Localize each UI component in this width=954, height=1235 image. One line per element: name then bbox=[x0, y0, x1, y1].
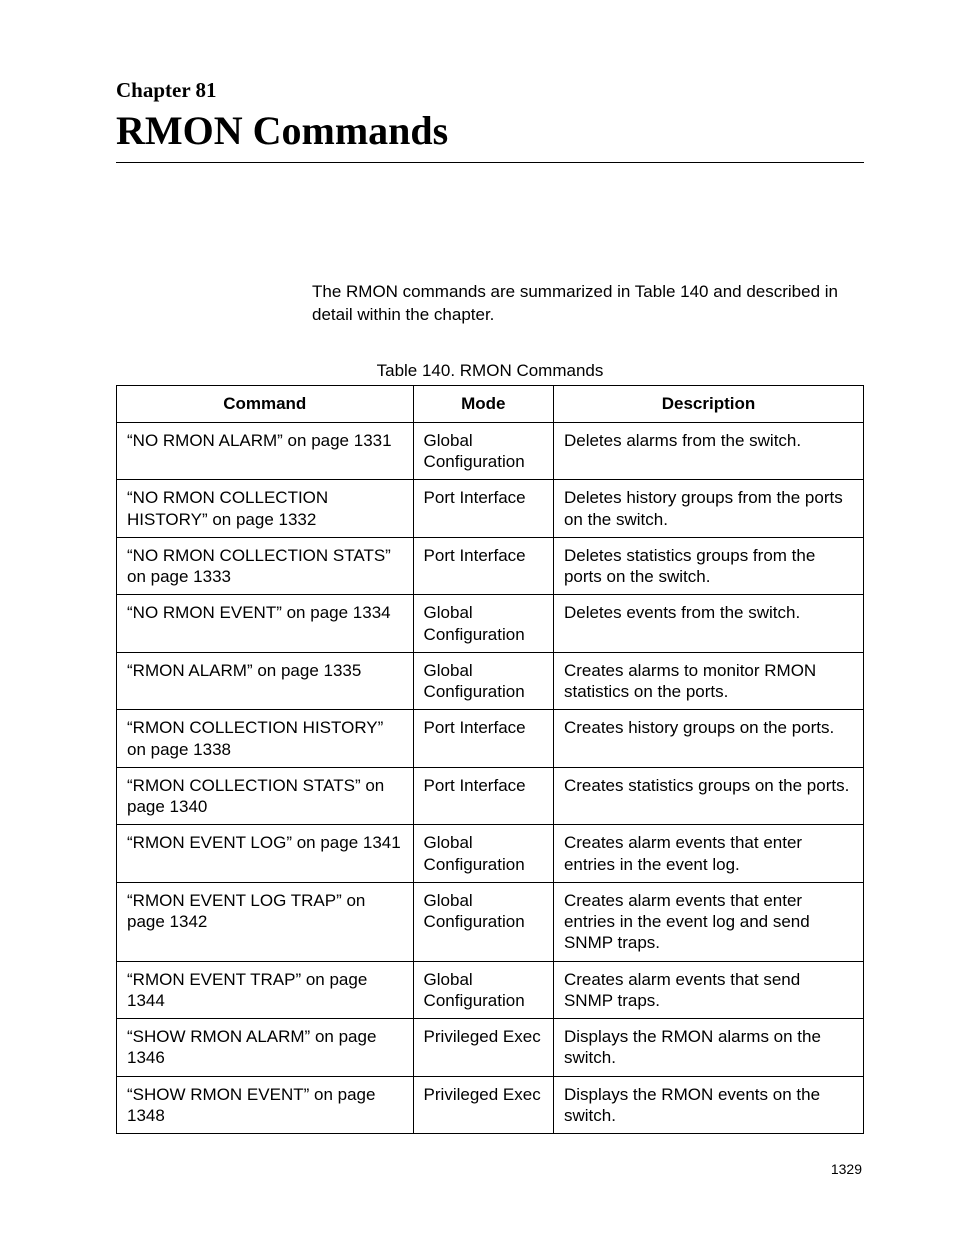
table-row: “RMON COLLECTION STATS” on page 1340 Por… bbox=[117, 767, 864, 825]
table-cell-command: “NO RMON EVENT” on page 1334 bbox=[117, 595, 414, 653]
table-header-row: Command Mode Description bbox=[117, 385, 864, 422]
table-row: “NO RMON COLLECTION HISTORY” on page 133… bbox=[117, 480, 864, 538]
table-cell-description: Displays the RMON events on the switch. bbox=[553, 1076, 863, 1134]
table-row: “RMON EVENT LOG” on page 1341 Global Con… bbox=[117, 825, 864, 883]
chapter-label: Chapter 81 bbox=[116, 78, 864, 103]
table-cell-command: “SHOW RMON ALARM” on page 1346 bbox=[117, 1019, 414, 1077]
table-cell-mode: Global Configuration bbox=[413, 422, 553, 480]
table-cell-mode: Global Configuration bbox=[413, 652, 553, 710]
table-row: “RMON COLLECTION HISTORY” on page 1338 P… bbox=[117, 710, 864, 768]
table-cell-description: Deletes events from the switch. bbox=[553, 595, 863, 653]
table-cell-command: “NO RMON COLLECTION STATS” on page 1333 bbox=[117, 537, 414, 595]
table-cell-command: “RMON EVENT LOG TRAP” on page 1342 bbox=[117, 882, 414, 961]
table-cell-description: Deletes alarms from the switch. bbox=[553, 422, 863, 480]
page-container: Chapter 81 RMON Commands The RMON comman… bbox=[0, 0, 954, 1134]
table-cell-description: Deletes history groups from the ports on… bbox=[553, 480, 863, 538]
table-cell-description: Deletes statistics groups from the ports… bbox=[553, 537, 863, 595]
table-cell-mode: Port Interface bbox=[413, 480, 553, 538]
commands-table: Command Mode Description “NO RMON ALARM”… bbox=[116, 385, 864, 1134]
table-cell-mode: Global Configuration bbox=[413, 825, 553, 883]
table-cell-command: “RMON COLLECTION STATS” on page 1340 bbox=[117, 767, 414, 825]
table-row: “RMON EVENT TRAP” on page 1344 Global Co… bbox=[117, 961, 864, 1019]
table-cell-command: “RMON ALARM” on page 1335 bbox=[117, 652, 414, 710]
table-row: “RMON EVENT LOG TRAP” on page 1342 Globa… bbox=[117, 882, 864, 961]
table-header-description: Description bbox=[553, 385, 863, 422]
table-cell-mode: Port Interface bbox=[413, 537, 553, 595]
table-body: “NO RMON ALARM” on page 1331 Global Conf… bbox=[117, 422, 864, 1133]
table-cell-mode: Port Interface bbox=[413, 710, 553, 768]
table-row: “NO RMON EVENT” on page 1334 Global Conf… bbox=[117, 595, 864, 653]
table-row: “NO RMON ALARM” on page 1331 Global Conf… bbox=[117, 422, 864, 480]
table-cell-mode: Global Configuration bbox=[413, 595, 553, 653]
table-cell-description: Creates history groups on the ports. bbox=[553, 710, 863, 768]
table-cell-command: “NO RMON COLLECTION HISTORY” on page 133… bbox=[117, 480, 414, 538]
table-row: “RMON ALARM” on page 1335 Global Configu… bbox=[117, 652, 864, 710]
table-cell-mode: Global Configuration bbox=[413, 961, 553, 1019]
table-header-command: Command bbox=[117, 385, 414, 422]
table-cell-command: “RMON EVENT TRAP” on page 1344 bbox=[117, 961, 414, 1019]
table-cell-description: Creates statistics groups on the ports. bbox=[553, 767, 863, 825]
table-row: “SHOW RMON ALARM” on page 1346 Privilege… bbox=[117, 1019, 864, 1077]
page-number: 1329 bbox=[831, 1161, 862, 1177]
table-cell-command: “RMON COLLECTION HISTORY” on page 1338 bbox=[117, 710, 414, 768]
table-header-mode: Mode bbox=[413, 385, 553, 422]
table-cell-mode: Privileged Exec bbox=[413, 1019, 553, 1077]
table-caption: Table 140. RMON Commands bbox=[116, 361, 864, 381]
table-cell-mode: Privileged Exec bbox=[413, 1076, 553, 1134]
table-cell-description: Creates alarm events that send SNMP trap… bbox=[553, 961, 863, 1019]
table-cell-description: Displays the RMON alarms on the switch. bbox=[553, 1019, 863, 1077]
table-cell-description: Creates alarms to monitor RMON statistic… bbox=[553, 652, 863, 710]
table-cell-mode: Global Configuration bbox=[413, 882, 553, 961]
intro-paragraph: The RMON commands are summarized in Tabl… bbox=[312, 281, 864, 327]
table-cell-command: “RMON EVENT LOG” on page 1341 bbox=[117, 825, 414, 883]
table-row: “SHOW RMON EVENT” on page 1348 Privilege… bbox=[117, 1076, 864, 1134]
table-cell-description: Creates alarm events that enter entries … bbox=[553, 882, 863, 961]
table-cell-mode: Port Interface bbox=[413, 767, 553, 825]
table-cell-command: “NO RMON ALARM” on page 1331 bbox=[117, 422, 414, 480]
table-row: “NO RMON COLLECTION STATS” on page 1333 … bbox=[117, 537, 864, 595]
table-cell-command: “SHOW RMON EVENT” on page 1348 bbox=[117, 1076, 414, 1134]
chapter-title: RMON Commands bbox=[116, 107, 864, 163]
table-cell-description: Creates alarm events that enter entries … bbox=[553, 825, 863, 883]
